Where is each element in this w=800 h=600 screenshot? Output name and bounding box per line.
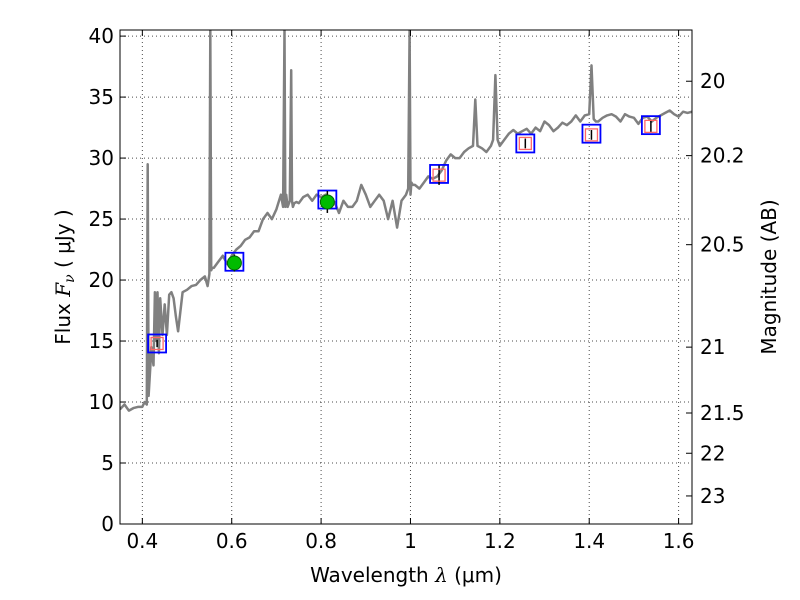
- plot-frame: [119, 29, 693, 525]
- y2-tick-label: 21.5: [700, 401, 745, 425]
- x-tick-label: 1.2: [484, 529, 516, 553]
- x-tick-label: 1.4: [573, 529, 605, 553]
- observed-photometry-point: [432, 168, 446, 182]
- axis-ticks: 0.4 0.6 0.8 1 1.2 1.4 1.6 0 5 10 15 20 25 30 35 40 20 20.…: [89, 24, 745, 553]
- x-tick-label: 1: [404, 529, 417, 553]
- x-axis-label: Wavelength λ (μm): [310, 563, 502, 587]
- y2-tick-label: 23: [700, 484, 725, 508]
- observed-photometry-point: [150, 336, 164, 351]
- y-tick-label: 25: [89, 207, 114, 231]
- spectrum-line: [120, 30, 692, 412]
- y-tick-label: 0: [101, 512, 114, 536]
- spectrum-series: [120, 30, 692, 412]
- x-tick-label: 0.4: [126, 529, 158, 553]
- model-photometry-box: [147, 333, 167, 354]
- y-tick-label: 15: [89, 329, 114, 353]
- x-tick-label: 1.6: [663, 529, 695, 553]
- y2-axis-label: Magnitude (AB): [757, 199, 781, 354]
- y-tick-label: 40: [89, 24, 114, 48]
- x-tick-label: 0.8: [305, 529, 337, 553]
- y2-tick-label: 21: [700, 335, 725, 359]
- y-tick-label: 20: [89, 268, 114, 292]
- y-tick-label: 35: [89, 85, 114, 109]
- photometry-series: [147, 115, 661, 354]
- model-photometry-box: [581, 123, 602, 144]
- observed-photometry-point: [518, 136, 532, 151]
- y2-tick-label: 20.5: [700, 233, 745, 257]
- y-axis-label: Flux Fν ( μJy ): [51, 209, 78, 344]
- observed-photometry-point: [644, 119, 658, 134]
- model-photometry-box: [640, 115, 661, 136]
- y2-tick-label: 22: [700, 441, 725, 465]
- y-tick-label: 10: [89, 390, 114, 414]
- observed-photometry-point: [584, 128, 599, 142]
- observed-photometry-point: [226, 255, 242, 271]
- y2-tick-label: 20.2: [700, 144, 745, 168]
- y-tick-label: 30: [89, 146, 114, 170]
- observed-photometry-point: [319, 194, 335, 210]
- x-tick-label: 0.6: [216, 529, 248, 553]
- model-photometry-box: [515, 133, 536, 154]
- y2-tick-label: 20: [700, 69, 725, 93]
- y-tick-label: 5: [101, 451, 114, 475]
